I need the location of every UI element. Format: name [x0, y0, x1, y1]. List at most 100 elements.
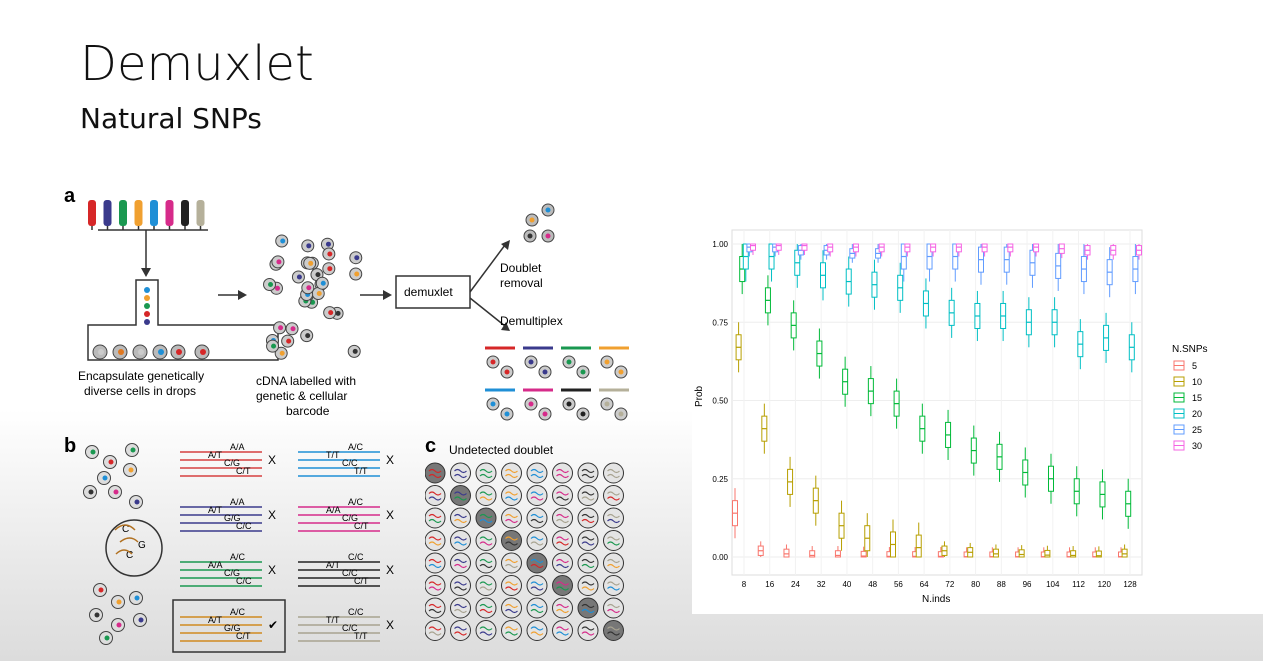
- genotype-label: C/T: [354, 521, 369, 531]
- x-tick-label: 56: [894, 580, 903, 589]
- genotype-label: C/C: [348, 607, 364, 617]
- genotype-label: C/T: [236, 631, 251, 641]
- grid-droplet: [526, 485, 548, 506]
- grid-droplet: [501, 575, 522, 596]
- genotype-group-3: A/C A/TG/GC/T ✔: [180, 607, 278, 642]
- droplet-row: [92, 344, 210, 360]
- panel-a-caption-3: cDNA labelled with: [256, 374, 356, 388]
- grid-droplet: [501, 462, 522, 484]
- grid-droplet: [552, 507, 573, 529]
- x-tick-label: 88: [997, 580, 1006, 589]
- x-tick-label: 64: [920, 580, 929, 589]
- x-tick-label: 112: [1072, 580, 1085, 589]
- pipette-1: [103, 200, 112, 226]
- grid-droplet: [475, 620, 497, 641]
- legend-label: 5: [1192, 361, 1197, 371]
- grid-droplet: [603, 575, 624, 596]
- grid-droplet: [577, 552, 599, 574]
- box-series-30: [750, 243, 756, 251]
- grid-droplet: [603, 462, 624, 484]
- box-series-10: [1018, 549, 1025, 558]
- grid-droplet: [450, 597, 471, 619]
- x-tick-label: 96: [1023, 580, 1032, 589]
- grid-droplet: [577, 507, 599, 529]
- slide-subtitle: Natural SNPs: [80, 102, 262, 135]
- grid-droplet: [501, 507, 522, 529]
- genotype-label: T/T: [354, 631, 368, 641]
- genotype-label: C/T: [354, 576, 369, 586]
- box-series-10: [1044, 549, 1051, 558]
- box-series-30: [801, 243, 808, 251]
- grid-droplet: [526, 507, 548, 529]
- pipette-rack: [88, 200, 205, 230]
- box-series-5: [834, 550, 841, 558]
- box-series-30: [904, 243, 911, 253]
- grid-droplet: [450, 507, 471, 529]
- grid-droplet: [552, 462, 573, 484]
- genotype-label: A/C: [348, 442, 364, 452]
- y-tick-label: 0.00: [712, 553, 728, 562]
- grid-droplet: [425, 530, 446, 551]
- genotype-label: C/G: [224, 568, 240, 578]
- panel-a-letter: a: [64, 185, 76, 207]
- box-series-10: [1070, 550, 1077, 558]
- panel-a-caption-1: Encapsulate genetically: [78, 369, 204, 383]
- single-cell-detail: [105, 519, 163, 577]
- grid-droplet: [577, 575, 599, 596]
- match-mark: X: [268, 563, 276, 577]
- legend-label: 10: [1192, 377, 1202, 387]
- grid-droplet: [526, 597, 548, 619]
- grid-droplet: [577, 620, 599, 641]
- box-series-10: [915, 534, 922, 558]
- genotype-label: C/T: [236, 466, 251, 476]
- grid-droplet: [450, 575, 471, 596]
- match-mark: X: [268, 453, 276, 467]
- chart-svg: 0.00 0.25 0.50 0.75 1.00 8 16 24 32 40 48 56 64 72 80…: [694, 229, 1208, 605]
- match-mark: X: [386, 453, 394, 467]
- demultiplexed-groups: [485, 346, 629, 421]
- genotype-label: C/G: [224, 458, 240, 468]
- genotype-group-7: C/CT/TC/CT/TX: [298, 607, 394, 642]
- panel-b-letter: b: [64, 435, 76, 457]
- box-series-10: [992, 548, 999, 558]
- genotype-label: C/C: [236, 521, 252, 531]
- branch-doublet: Doublet: [500, 261, 542, 275]
- genotype-group-4: A/C T/TC/CT/T X: [298, 442, 394, 477]
- box-series-5: [809, 550, 816, 558]
- grid-droplet: [450, 552, 471, 574]
- box-series-5: [860, 550, 867, 558]
- grid-droplet: [603, 552, 624, 574]
- pipette-4: [150, 200, 158, 226]
- svg-text:G: G: [138, 540, 146, 551]
- grid-droplet: [425, 620, 446, 641]
- pipette-5: [165, 200, 174, 226]
- grid-droplet: [450, 485, 471, 506]
- grid-droplet: [425, 485, 446, 506]
- grid-droplet: [475, 575, 497, 596]
- legend-label: 30: [1192, 441, 1202, 451]
- slide-title: Demuxlet: [80, 36, 314, 92]
- match-mark: ✔: [268, 618, 278, 632]
- grid-droplet: [450, 530, 471, 551]
- grid-droplet: [526, 575, 548, 596]
- genotype-group-1: A/A A/TG/GC/C X: [180, 497, 276, 532]
- x-tick-label: 24: [791, 580, 800, 589]
- grid-droplet: [552, 485, 573, 506]
- panel-a-caption-4: genetic & cellular: [256, 389, 347, 403]
- grid-droplet: [552, 597, 573, 619]
- box-series-10: [1121, 548, 1128, 558]
- match-mark: X: [386, 563, 394, 577]
- match-mark: X: [386, 618, 394, 632]
- box-series-30: [1033, 243, 1040, 253]
- grid-droplet: [552, 620, 573, 641]
- grid-droplet: [577, 462, 599, 484]
- grid-droplet: [603, 597, 624, 619]
- grid-droplet: [552, 530, 573, 551]
- grid-droplet: [475, 507, 497, 529]
- genotype-label: A/C: [230, 552, 246, 562]
- genotype-label: A/C: [230, 607, 246, 617]
- match-mark: X: [386, 508, 394, 522]
- genotype-label: A/A: [230, 497, 245, 507]
- genotype-label: G/G: [224, 513, 241, 523]
- genotype-group-2: A/C A/AC/GC/C X: [180, 552, 276, 587]
